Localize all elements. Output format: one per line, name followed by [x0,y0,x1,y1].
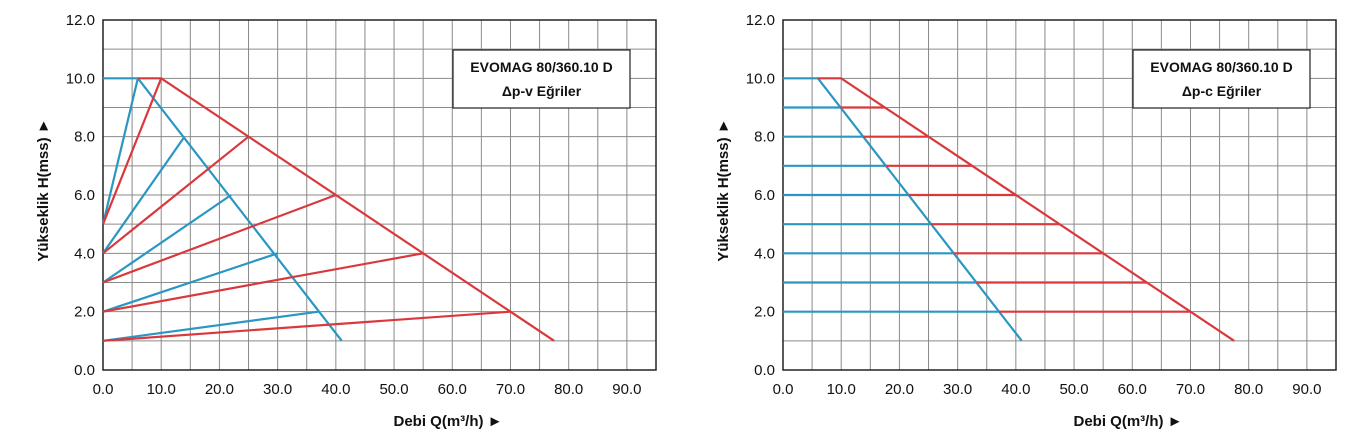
y-tick-label: 2.0 [754,304,775,321]
chart-title: EVOMAG 80/360.10 D [470,59,612,75]
series-line-red [102,252,424,313]
y-axis-title: Yükseklik H(mss) ► [35,118,52,261]
y-tick-label: 10.0 [66,70,95,87]
y-tick-label: 12.0 [66,12,95,29]
x-axis-title: Debi Q(m³/h) ► [1073,413,1182,430]
x-tick-label: 10.0 [827,381,856,398]
x-tick-label: 80.0 [1234,381,1263,398]
x-tick-label: 20.0 [885,381,914,398]
x-tick-label: 90.0 [1292,381,1321,398]
y-tick-label: 0.0 [754,362,775,379]
series-line-red [102,135,250,255]
x-tick-label: 70.0 [1176,381,1205,398]
y-tick-label: 4.0 [74,245,95,262]
x-tick-label: 30.0 [943,381,972,398]
y-axis-title: Yükseklik H(mss) ► [715,118,732,261]
y-tick-label: 6.0 [754,187,775,204]
series-group [101,77,555,342]
series-group [783,77,1235,342]
series-line-red [817,77,1235,342]
x-tick-label: 70.0 [496,381,525,398]
y-tick-label: 12.0 [746,12,775,29]
chart-dp-v: 0.0 2.0 4.0 6.0 8.0 10.0 12.0 0.0 10.0 20.0 30.0 40… [0,0,680,440]
plot-frame [102,19,657,371]
series-line-blue [103,77,343,342]
x-tick-label: 50.0 [379,381,408,398]
series-line-blue [102,310,319,342]
y-tick-label: 0.0 [74,362,95,379]
chart-svg-dp-v: 0.0 2.0 4.0 6.0 8.0 10.0 12.0 0.0 10.0 20.0 30.0 40… [35,12,657,430]
y-tick-label: 8.0 [754,129,775,146]
x-tick-label: 20.0 [205,381,234,398]
x-tick-label: 50.0 [1059,381,1088,398]
x-tick-label: 0.0 [93,381,114,398]
series-line-red [137,77,555,342]
chart-title: EVOMAG 80/360.10 D [1150,59,1292,75]
y-tick-label: 8.0 [74,129,95,146]
series-line-blue [101,78,139,225]
legend-box [1132,49,1311,109]
series-line-red [101,77,163,225]
y-tick-label: 4.0 [754,245,775,262]
series-line-blue [783,77,1023,342]
x-tick-label: 90.0 [612,381,641,398]
x-tick-label: 60.0 [1118,381,1147,398]
y-tick-label: 6.0 [74,187,95,204]
x-axis-title: Debi Q(m³/h) ► [393,413,502,430]
x-tick-label: 30.0 [263,381,292,398]
chart-subtitle: Δp-c Eğriler [1182,83,1262,99]
legend-box [452,49,631,109]
x-tick-label: 40.0 [1001,381,1030,398]
series-line-red [102,310,511,342]
x-tick-label: 0.0 [773,381,794,398]
x-tick-label: 60.0 [438,381,467,398]
chart-dp-c: 0.0 2.0 4.0 6.0 8.0 10.0 12.0 0.0 10.0 20.0 30.0 40… [680,0,1364,440]
x-tick-label: 10.0 [147,381,176,398]
series-line-blue [102,136,186,254]
series-line-blue [102,252,278,313]
x-tick-label: 80.0 [554,381,583,398]
y-tick-label: 10.0 [746,70,775,87]
x-tick-label: 40.0 [321,381,350,398]
series-line-blue [102,194,232,284]
chart-svg-dp-c: 0.0 2.0 4.0 6.0 8.0 10.0 12.0 0.0 10.0 20.0 30.0 40… [715,12,1337,430]
y-tick-label: 2.0 [74,304,95,321]
chart-subtitle: Δp-v Eğriler [502,83,582,99]
series-line-red [102,193,337,284]
